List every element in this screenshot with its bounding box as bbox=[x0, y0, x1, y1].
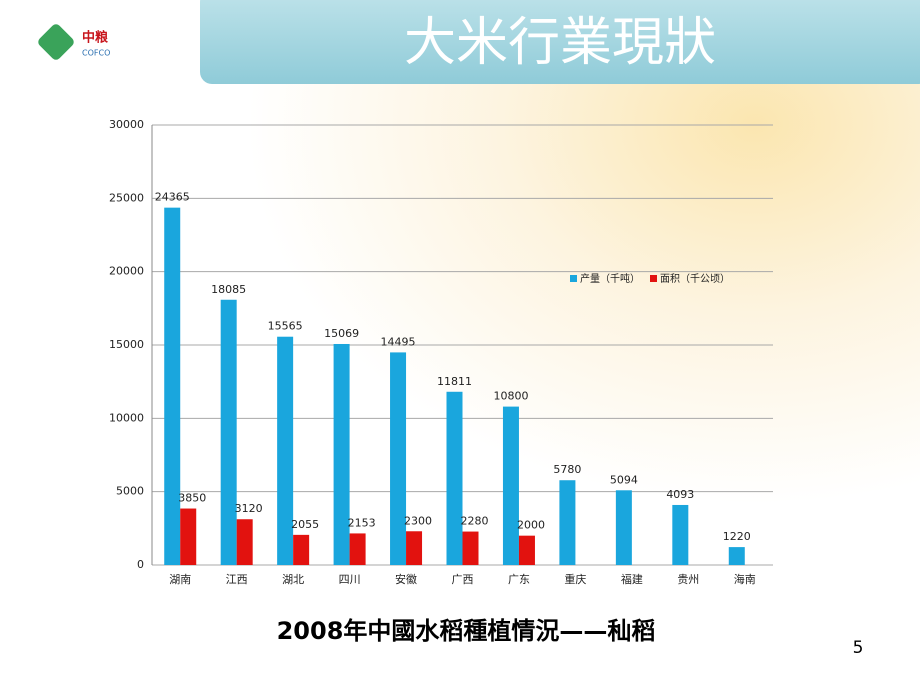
value-label: 10800 bbox=[493, 390, 528, 403]
bar bbox=[559, 480, 576, 565]
x-tick-label: 江西 bbox=[226, 573, 248, 586]
bar bbox=[615, 490, 632, 565]
slide-title: 大米行業現狀 bbox=[404, 13, 716, 73]
bar bbox=[277, 336, 294, 565]
x-tick-label: 海南 bbox=[734, 572, 756, 586]
value-label: 5094 bbox=[610, 473, 638, 486]
value-label: 3120 bbox=[235, 502, 263, 515]
legend-label: 面积（千公顷） bbox=[660, 273, 730, 285]
value-label: 5780 bbox=[553, 463, 581, 476]
bar bbox=[406, 531, 423, 565]
x-tick-label: 湖北 bbox=[282, 573, 304, 586]
bar bbox=[462, 531, 479, 565]
x-tick-label: 安徽 bbox=[395, 572, 417, 586]
bar bbox=[446, 391, 463, 565]
y-tick-label: 0 bbox=[137, 558, 144, 571]
bar bbox=[349, 533, 366, 565]
x-tick-label: 湖南 bbox=[169, 573, 191, 586]
value-label: 15069 bbox=[324, 327, 359, 340]
legend-swatch bbox=[570, 275, 577, 282]
bar bbox=[333, 343, 350, 565]
y-tick-label: 10000 bbox=[109, 411, 144, 424]
value-label: 3850 bbox=[178, 492, 206, 505]
logo-icon bbox=[38, 24, 74, 60]
bar bbox=[502, 406, 519, 565]
value-label: 14495 bbox=[381, 335, 416, 348]
value-label: 2153 bbox=[348, 516, 376, 529]
x-tick-label: 广西 bbox=[452, 573, 474, 586]
bar bbox=[518, 535, 535, 565]
value-label: 2280 bbox=[461, 515, 489, 528]
value-label: 2300 bbox=[404, 514, 432, 527]
value-label: 24365 bbox=[155, 191, 190, 204]
bar bbox=[180, 508, 197, 565]
x-tick-label: 福建 bbox=[621, 572, 643, 586]
x-tick-label: 四川 bbox=[339, 573, 361, 586]
value-label: 18085 bbox=[211, 283, 246, 296]
legend-label: 产量（千吨） bbox=[580, 272, 640, 285]
caption: 2008年中國水稻種植情況——秈稻 bbox=[277, 617, 656, 645]
logo-text: 中粮 bbox=[82, 30, 109, 46]
y-tick-label: 5000 bbox=[116, 485, 144, 498]
bar bbox=[164, 207, 181, 565]
value-label: 15565 bbox=[268, 320, 303, 333]
y-tick-label: 30000 bbox=[109, 118, 144, 131]
x-tick-label: 广东 bbox=[508, 573, 530, 586]
bar bbox=[672, 504, 689, 565]
x-tick-label: 贵州 bbox=[677, 573, 699, 586]
bar bbox=[220, 299, 237, 565]
value-label: 11811 bbox=[437, 375, 472, 388]
bar bbox=[390, 352, 407, 565]
value-label: 2000 bbox=[517, 519, 545, 532]
logo-sub: COFCO bbox=[82, 49, 110, 58]
y-tick-label: 15000 bbox=[109, 338, 144, 351]
title-banner bbox=[200, 0, 920, 84]
value-label: 4093 bbox=[666, 488, 694, 501]
y-tick-label: 25000 bbox=[109, 191, 144, 204]
bar bbox=[293, 534, 310, 565]
y-tick-label: 20000 bbox=[109, 265, 144, 278]
legend-swatch bbox=[650, 275, 657, 282]
value-label: 1220 bbox=[723, 530, 751, 543]
bar bbox=[728, 547, 745, 565]
value-label: 2055 bbox=[291, 518, 319, 531]
page-number: 5 bbox=[853, 638, 864, 658]
x-tick-label: 重庆 bbox=[564, 572, 586, 586]
bar bbox=[236, 519, 253, 565]
